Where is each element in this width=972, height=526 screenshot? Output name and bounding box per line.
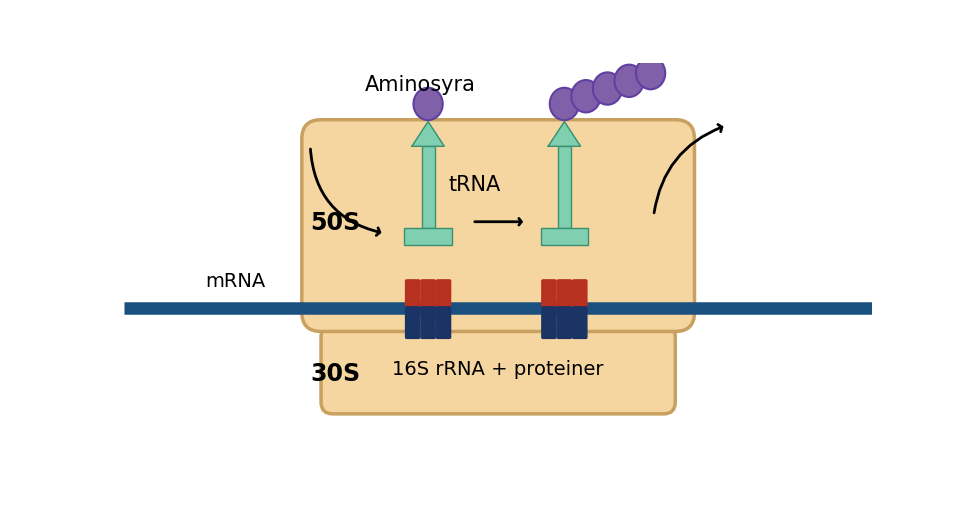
Text: mRNA: mRNA	[205, 272, 265, 291]
Ellipse shape	[550, 88, 579, 120]
FancyBboxPatch shape	[321, 325, 676, 414]
Bar	[558, 146, 571, 228]
Ellipse shape	[413, 88, 442, 120]
FancyBboxPatch shape	[301, 120, 695, 331]
Ellipse shape	[572, 80, 601, 113]
Polygon shape	[412, 122, 444, 146]
Text: tRNA: tRNA	[449, 175, 502, 195]
FancyBboxPatch shape	[573, 307, 587, 338]
Bar	[540, 228, 588, 245]
FancyBboxPatch shape	[557, 280, 572, 308]
Text: 50S: 50S	[310, 211, 361, 235]
FancyBboxPatch shape	[421, 280, 435, 308]
Text: 16S rRNA + proteiner: 16S rRNA + proteiner	[393, 360, 604, 379]
FancyBboxPatch shape	[436, 280, 451, 308]
Polygon shape	[548, 122, 580, 146]
Text: Aminosyra: Aminosyra	[364, 75, 476, 95]
Text: 30S: 30S	[310, 362, 361, 386]
FancyBboxPatch shape	[421, 307, 435, 338]
Bar	[404, 228, 452, 245]
Bar	[422, 146, 434, 228]
Ellipse shape	[636, 57, 665, 89]
FancyBboxPatch shape	[405, 280, 420, 308]
FancyBboxPatch shape	[573, 280, 587, 308]
FancyBboxPatch shape	[541, 307, 556, 338]
Ellipse shape	[593, 73, 622, 105]
FancyBboxPatch shape	[557, 307, 572, 338]
FancyBboxPatch shape	[436, 307, 451, 338]
FancyBboxPatch shape	[405, 307, 420, 338]
Ellipse shape	[614, 65, 643, 97]
FancyBboxPatch shape	[541, 280, 556, 308]
